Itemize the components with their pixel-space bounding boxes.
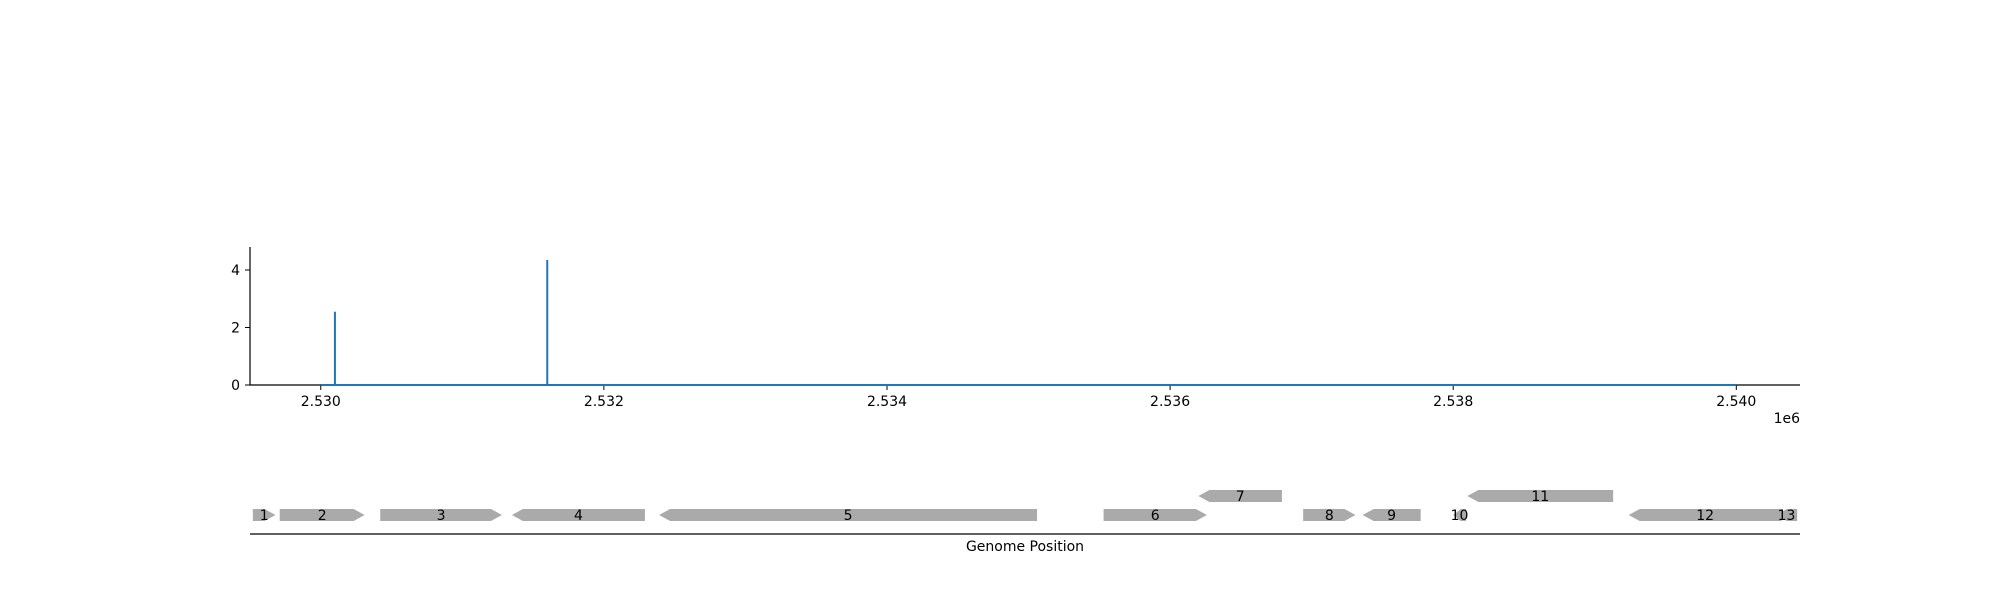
y-tick-label: 2 bbox=[231, 321, 240, 337]
x-tick-label: 2.530 bbox=[301, 394, 341, 410]
x-tick-label: 2.536 bbox=[1150, 394, 1190, 410]
gene-label: 7 bbox=[1236, 489, 1245, 505]
coverage-plot: 2.530 2.532 2.534 2.536 2.538 2.540 0 2 4 1e6 bbox=[231, 247, 1800, 427]
gene-label: 3 bbox=[437, 508, 446, 524]
x-offset-label: 1e6 bbox=[1774, 411, 1801, 427]
gene-arrow bbox=[1467, 490, 1614, 502]
gene-label: 10 bbox=[1451, 508, 1469, 524]
gene-arrow bbox=[252, 509, 276, 521]
gene-label: 5 bbox=[844, 508, 853, 524]
gene-arrow bbox=[1103, 509, 1207, 521]
y-tick-label: 4 bbox=[231, 263, 240, 279]
gene-arrow bbox=[1198, 490, 1282, 502]
x-tick-label: 2.540 bbox=[1716, 394, 1756, 410]
y-tick-label: 0 bbox=[231, 378, 240, 394]
gene-arrow bbox=[1775, 509, 1798, 521]
x-tick-label: 2.538 bbox=[1433, 394, 1473, 410]
gene-label: 12 bbox=[1696, 508, 1714, 524]
gene-arrow bbox=[279, 509, 365, 521]
gene-label: 11 bbox=[1531, 489, 1549, 505]
coverage-marks bbox=[320, 259, 1737, 386]
gene-label: 6 bbox=[1151, 508, 1160, 524]
gene-arrow bbox=[511, 509, 645, 521]
x-tick-label: 2.532 bbox=[584, 394, 624, 410]
gene-label: 8 bbox=[1325, 508, 1334, 524]
gene-label: 9 bbox=[1387, 508, 1396, 524]
gene-track-xlabel: Genome Position bbox=[966, 539, 1084, 555]
gene-arrow bbox=[659, 509, 1038, 521]
gene-arrow bbox=[1303, 509, 1356, 521]
gene-arrow bbox=[1628, 509, 1782, 521]
gene-label: 1 bbox=[260, 508, 269, 524]
gene-arrow bbox=[1362, 509, 1421, 521]
gene-label: 4 bbox=[574, 508, 583, 524]
gene-label: 13 bbox=[1778, 508, 1796, 524]
gene-label: 2 bbox=[318, 508, 327, 524]
gene-arrow bbox=[380, 509, 502, 521]
gene-arrow bbox=[1453, 509, 1466, 521]
x-tick-label: 2.534 bbox=[867, 394, 907, 410]
